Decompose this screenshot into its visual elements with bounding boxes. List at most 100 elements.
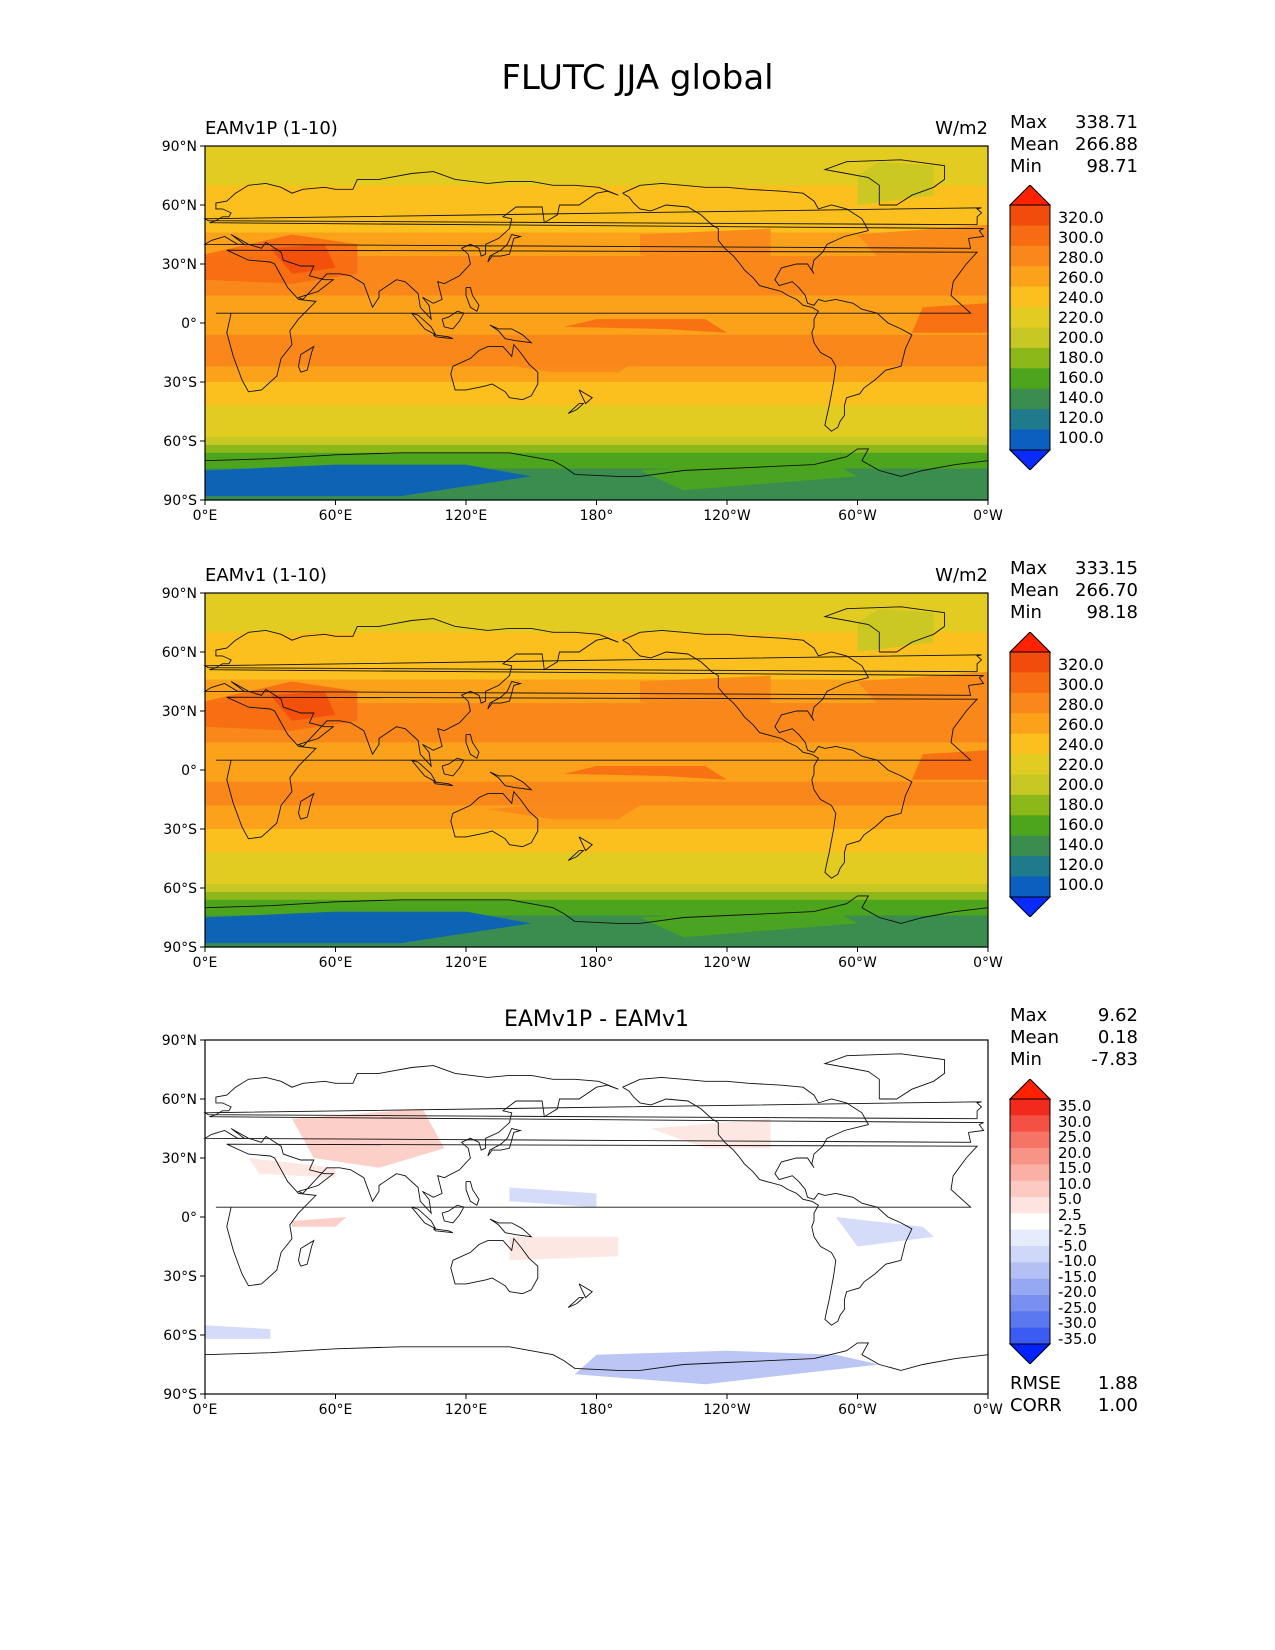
- field-region: [205, 1325, 271, 1339]
- field-band: [205, 640, 988, 649]
- lon-tick-label: 120°E: [445, 1402, 488, 1418]
- stat-mean: 266.88: [1075, 134, 1138, 155]
- coastline: [203, 171, 985, 321]
- coastline: [204, 895, 989, 924]
- lon-tick-label: 120°W: [703, 955, 751, 971]
- colorbar-label: 25.0: [1058, 1128, 1092, 1146]
- coastline: [203, 618, 985, 768]
- colorbar-extend-max: [1008, 1079, 1052, 1100]
- stat-mean-label: Mean: [1010, 1027, 1060, 1048]
- colorbar-label: 200.0: [1058, 775, 1104, 794]
- lat-tick-label: 30°N: [162, 704, 197, 720]
- stat-min-label: Min: [1010, 156, 1042, 177]
- colorbar-label: 320.0: [1058, 208, 1104, 227]
- colorbar-segment: [1010, 815, 1050, 837]
- lon-tick-label: 60°E: [319, 955, 353, 971]
- field-band: [205, 492, 988, 501]
- lon-tick-label: 180°: [580, 955, 614, 971]
- coastline: [215, 1143, 979, 1287]
- panel1-stats: Max 338.71 Mean 266.88 Min 98.71: [1010, 112, 1138, 178]
- coastline: [465, 1181, 480, 1206]
- field-band: [205, 884, 988, 893]
- field-band: [205, 311, 988, 320]
- field-band: [205, 161, 988, 171]
- colorbar-segment: [1010, 245, 1050, 267]
- coastlines: [203, 606, 989, 924]
- rmse-label: RMSE: [1010, 1373, 1061, 1394]
- colorbar-segment: [1010, 347, 1050, 369]
- lat-tick-label: 90°N: [162, 1034, 197, 1049]
- lat-tick-label: 60°N: [162, 645, 197, 661]
- colorbar-segment: [1010, 672, 1050, 694]
- field-region: [640, 464, 858, 491]
- colorbar-label: 5.0: [1058, 1190, 1082, 1208]
- field-band: [205, 781, 988, 791]
- coastline: [203, 654, 983, 673]
- field-band: [205, 374, 988, 383]
- field-band: [205, 671, 988, 681]
- field-band: [205, 899, 988, 909]
- colorbar-segment: [1010, 835, 1050, 857]
- colorbar-segment: [1010, 1164, 1050, 1182]
- lon-tick-label: 120°W: [703, 1402, 751, 1418]
- stat-max: 338.71: [1075, 112, 1138, 133]
- colorbar-segment: [1010, 1148, 1050, 1165]
- stat-min: -7.83: [1091, 1049, 1138, 1070]
- field-band: [205, 397, 988, 407]
- coastline: [411, 1206, 437, 1230]
- coastline: [298, 1239, 315, 1267]
- lon-tick-label: 0°E: [193, 1402, 218, 1418]
- field-region: [563, 319, 727, 333]
- field-band: [205, 632, 988, 641]
- colorbar-label: 15.0: [1058, 1159, 1092, 1177]
- coastline: [622, 1076, 913, 1326]
- colorbar-label: -25.0: [1058, 1298, 1097, 1317]
- lon-tick-label: 0°W: [973, 508, 1003, 524]
- field-band: [205, 326, 988, 336]
- colorbar-segment: [1010, 409, 1050, 430]
- field-band: [205, 789, 988, 799]
- field-band: [205, 750, 988, 759]
- field-band: [205, 726, 988, 736]
- corr-label: CORR: [1010, 1395, 1062, 1416]
- corr-value: 1.00: [1097, 1395, 1138, 1416]
- field-band: [205, 773, 988, 783]
- field-band: [205, 342, 988, 352]
- field-region: [292, 1217, 347, 1227]
- colorbar-label: 180.0: [1058, 795, 1104, 814]
- coastline: [204, 1342, 989, 1371]
- coastline: [441, 1204, 465, 1224]
- field-band: [205, 734, 988, 744]
- stat-min-label: Min: [1010, 1049, 1042, 1070]
- coastline: [203, 1065, 985, 1215]
- colorbar-segment: [1010, 1327, 1050, 1345]
- lat-tick-label: 30°S: [163, 375, 197, 391]
- coastline: [204, 448, 989, 477]
- colorbar-segment: [1010, 1246, 1050, 1263]
- coastline: [411, 759, 437, 783]
- colorbar-label: 100.0: [1058, 875, 1104, 894]
- field-band: [205, 939, 988, 948]
- field-band: [205, 444, 988, 454]
- lon-tick-label: 60°W: [838, 955, 877, 971]
- colorbar-segment: [1010, 1278, 1050, 1296]
- field-band: [205, 829, 988, 838]
- colorbar-frame: [1009, 651, 1051, 898]
- lat-tick-label: 60°S: [163, 1328, 197, 1344]
- field-band: [205, 256, 988, 265]
- colorbar-segment: [1010, 794, 1050, 816]
- field-region: [292, 1108, 445, 1168]
- field-band: [205, 185, 988, 194]
- field-band: [205, 836, 988, 846]
- field-band: [205, 663, 988, 673]
- colorbar-segment: [1010, 774, 1050, 796]
- colorbar-segment: [1010, 266, 1050, 288]
- panel3-colorbar: [1008, 1079, 1052, 1364]
- colorbar-label: 100.0: [1058, 428, 1104, 447]
- field-band: [205, 248, 988, 257]
- lon-tick-label: 180°: [580, 508, 614, 524]
- coastline: [823, 606, 945, 653]
- colorbar-extend-min: [1008, 896, 1052, 917]
- lon-tick-label: 120°E: [445, 508, 488, 524]
- colorbar-segment: [1010, 1295, 1050, 1312]
